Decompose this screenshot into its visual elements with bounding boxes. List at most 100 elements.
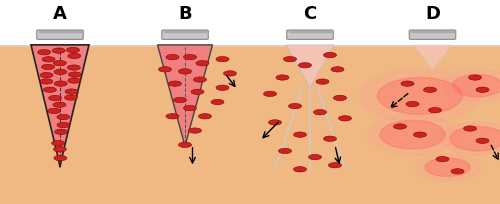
Polygon shape (286, 45, 334, 90)
Ellipse shape (425, 158, 470, 176)
Circle shape (436, 156, 449, 162)
Text: A: A (53, 5, 67, 23)
Circle shape (158, 67, 172, 72)
Ellipse shape (442, 69, 500, 102)
Circle shape (40, 72, 53, 78)
Circle shape (224, 71, 236, 76)
Circle shape (42, 64, 54, 70)
Circle shape (68, 53, 81, 59)
Circle shape (196, 61, 209, 66)
Circle shape (298, 63, 312, 68)
Circle shape (54, 81, 67, 86)
Bar (0, 0, 500, 45)
Circle shape (68, 78, 81, 83)
Circle shape (424, 87, 436, 92)
Circle shape (66, 47, 80, 53)
Circle shape (294, 167, 306, 172)
Circle shape (53, 102, 66, 107)
Circle shape (166, 54, 179, 60)
Circle shape (48, 108, 60, 114)
Polygon shape (414, 45, 452, 69)
Circle shape (414, 132, 426, 137)
Circle shape (406, 101, 419, 107)
Circle shape (331, 67, 344, 72)
Circle shape (191, 89, 204, 94)
Circle shape (54, 69, 67, 74)
Bar (289, 31, 331, 32)
FancyBboxPatch shape (162, 30, 208, 39)
Circle shape (476, 138, 489, 143)
Text: C: C (304, 5, 316, 23)
Circle shape (328, 163, 342, 168)
Circle shape (68, 72, 82, 77)
Circle shape (451, 169, 464, 174)
Circle shape (54, 147, 66, 152)
Circle shape (65, 89, 78, 94)
Circle shape (216, 85, 229, 90)
Circle shape (64, 95, 78, 100)
Circle shape (316, 79, 329, 84)
FancyBboxPatch shape (287, 30, 333, 39)
Circle shape (314, 110, 326, 115)
Circle shape (184, 105, 196, 111)
Circle shape (184, 54, 196, 60)
Circle shape (178, 142, 192, 147)
Circle shape (211, 99, 224, 105)
Bar (164, 31, 206, 32)
Bar (411, 31, 454, 32)
Circle shape (288, 103, 302, 109)
Circle shape (54, 129, 68, 134)
Circle shape (52, 48, 65, 53)
Polygon shape (31, 45, 89, 167)
Circle shape (166, 114, 179, 119)
Circle shape (38, 50, 51, 55)
FancyBboxPatch shape (409, 30, 456, 39)
Polygon shape (158, 45, 212, 147)
Circle shape (40, 79, 53, 84)
Circle shape (198, 114, 211, 119)
Bar (38, 31, 81, 32)
Circle shape (42, 57, 55, 62)
Circle shape (284, 57, 296, 62)
Circle shape (54, 155, 67, 161)
Circle shape (57, 122, 70, 128)
FancyBboxPatch shape (36, 30, 83, 39)
Circle shape (468, 75, 481, 80)
Bar (0, 45, 500, 204)
Circle shape (324, 52, 336, 58)
Circle shape (334, 95, 346, 101)
Text: D: D (425, 5, 440, 23)
Circle shape (68, 65, 80, 70)
Circle shape (308, 154, 322, 160)
Circle shape (464, 126, 476, 131)
Circle shape (44, 87, 57, 92)
Ellipse shape (452, 74, 500, 97)
Circle shape (188, 128, 202, 133)
Circle shape (428, 108, 442, 113)
Circle shape (268, 120, 281, 125)
Text: B: B (178, 5, 192, 23)
Circle shape (54, 60, 66, 66)
Circle shape (476, 87, 489, 92)
Ellipse shape (440, 122, 500, 155)
Circle shape (276, 75, 289, 80)
Circle shape (338, 116, 351, 121)
Circle shape (174, 97, 186, 103)
Circle shape (52, 141, 64, 146)
Circle shape (216, 57, 229, 62)
Ellipse shape (368, 114, 458, 155)
Ellipse shape (450, 126, 500, 151)
Circle shape (168, 81, 181, 86)
Ellipse shape (378, 78, 462, 114)
Circle shape (294, 132, 306, 137)
Circle shape (178, 69, 192, 74)
Circle shape (48, 95, 62, 101)
Circle shape (278, 148, 291, 154)
Circle shape (264, 91, 276, 96)
Circle shape (394, 124, 406, 129)
Ellipse shape (360, 69, 480, 122)
Circle shape (401, 81, 414, 86)
Ellipse shape (415, 154, 480, 181)
Ellipse shape (380, 120, 445, 149)
Circle shape (324, 136, 336, 141)
